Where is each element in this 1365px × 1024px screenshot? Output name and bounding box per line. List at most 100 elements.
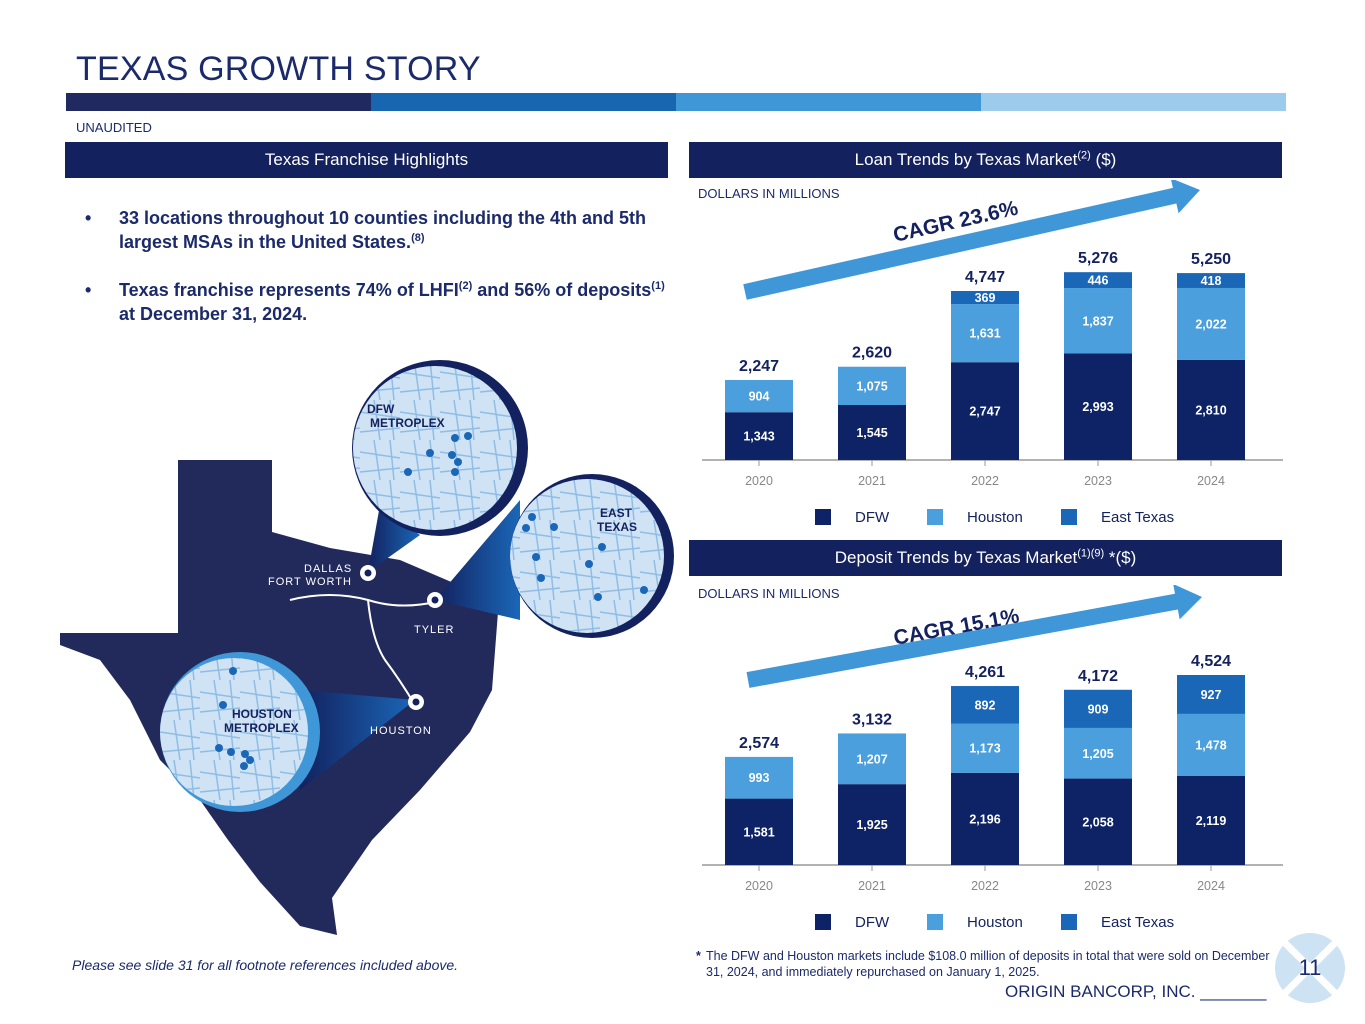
footnote-ref: (1) (651, 280, 665, 292)
bar-segment-houston (725, 380, 793, 413)
data-label: 1,545 (856, 426, 887, 440)
legend-label: Houston (967, 914, 1023, 931)
bar-segment-dfw (725, 412, 793, 460)
legend-label: DFW (855, 914, 890, 931)
pin-icon (532, 553, 540, 561)
page-title: TEXAS GROWTH STORY (76, 50, 481, 88)
bar-segment-dfw (1177, 776, 1245, 865)
header-suffix: *($) (1104, 548, 1137, 567)
data-label: 418 (1201, 274, 1222, 288)
data-label: 1,343 (743, 430, 774, 444)
total-label: 3,132 (852, 711, 892, 728)
footnote-ref: (1)(9) (1077, 547, 1105, 560)
deposit-trends-chart: CAGR 15.1%1,5819932,57420201,9251,2073,1… (702, 585, 1283, 931)
dfw-circle-label: DFW METROPLEX (367, 402, 445, 430)
data-label: 1,837 (1082, 314, 1113, 328)
legend-swatch (815, 509, 831, 525)
bar-segment-dfw (1064, 353, 1132, 460)
city-pin-icons (360, 565, 443, 710)
bar-segment-east-texas (1064, 272, 1132, 289)
dfw-circle (353, 366, 517, 530)
header-suffix: ($) (1090, 150, 1117, 169)
bar-segment-houston (1064, 727, 1132, 779)
total-label: 5,276 (1078, 250, 1118, 267)
stripe-segment (676, 93, 981, 111)
total-label: 2,247 (739, 358, 779, 375)
bar-segment-houston (725, 756, 793, 799)
pin-icon (215, 744, 223, 752)
bullet-text: at December 31, 2024. (119, 304, 308, 324)
data-label: 1,207 (856, 752, 887, 766)
footnote-ref: (8) (411, 232, 425, 244)
total-label: 5,250 (1191, 251, 1231, 268)
asterisk: * (696, 949, 701, 963)
east-cone (435, 500, 520, 620)
bullet-dot: • (85, 208, 92, 228)
pin-icon (598, 543, 606, 551)
total-label: 4,747 (965, 269, 1005, 286)
bar-segment-dfw (1177, 359, 1245, 460)
houston-label: HOUSTON (370, 725, 432, 737)
dallas-label: DALLAS FORT WORTH (268, 563, 352, 588)
deposit-trends-header: Deposit Trends by Texas Market(1)(9) *($… (689, 540, 1282, 576)
x-tick-label: 2022 (971, 474, 999, 488)
x-tick-label: 2024 (1197, 879, 1225, 893)
bullet-dot: • (85, 280, 92, 300)
x-tick-label: 2024 (1197, 474, 1225, 488)
bar-segment-houston (1177, 713, 1245, 777)
data-label: 1,478 (1195, 738, 1226, 752)
total-label: 4,524 (1191, 653, 1231, 670)
pin-icon (426, 449, 434, 457)
data-label: 904 (749, 390, 770, 404)
bar-segment-dfw (725, 798, 793, 865)
footnote-ref: (2) (458, 280, 473, 292)
bar-segment-dfw (951, 772, 1019, 865)
loan-trends-chart: CAGR 23.6%1,3439042,24720201,5451,0752,6… (702, 180, 1283, 526)
pin-icon (229, 667, 237, 675)
bar-segment-dfw (838, 404, 906, 460)
bar-segment-houston (1177, 287, 1245, 360)
unaudited-label: UNAUDITED (76, 120, 152, 135)
stripe-segment (981, 93, 1286, 111)
legend-swatch (927, 509, 943, 525)
bar-segment-east-texas (951, 291, 1019, 305)
legend-swatch (1061, 914, 1077, 930)
x-tick-label: 2023 (1084, 474, 1112, 488)
pin-icon (640, 586, 648, 594)
legend-label: DFW (855, 509, 890, 526)
highway-line (367, 599, 416, 706)
bullet-text: and 56% of deposits (472, 280, 652, 300)
data-label: 446 (1088, 274, 1109, 288)
total-label: 4,172 (1078, 668, 1118, 685)
bar-segment-east-texas (1177, 674, 1245, 714)
pin-icon (451, 468, 459, 476)
legend-swatch (927, 914, 943, 930)
east-circle (510, 479, 664, 633)
data-label: 892 (975, 698, 996, 712)
bar-segment-dfw (951, 362, 1019, 460)
franchise-highlights-header: Texas Franchise Highlights (65, 142, 668, 178)
footnote-text: The DFW and Houston markets include $108… (706, 949, 1270, 979)
bar-segment-dfw (838, 784, 906, 865)
bar-segment-east-texas (1064, 689, 1132, 728)
company-name: ORIGIN BANCORP, INC. _______ (1005, 982, 1267, 1001)
pin-icon (246, 756, 254, 764)
pin-icon (594, 593, 602, 601)
houston-circle-label: HOUSTON METROPLEX (224, 707, 299, 735)
pin-icon (241, 750, 249, 758)
x-tick-label: 2021 (858, 474, 886, 488)
dfw-cone (368, 505, 420, 572)
x-tick-label: 2020 (745, 474, 773, 488)
header-text: Loan Trends by Texas Market (854, 150, 1078, 169)
pin-icon (528, 513, 536, 521)
data-label: 1,925 (856, 818, 887, 832)
houston-cone (300, 690, 415, 790)
bar-segment-east-texas (951, 686, 1019, 724)
legend-label: East Texas (1101, 509, 1174, 526)
legend-swatch (1061, 509, 1077, 525)
loan-trends-header: Loan Trends by Texas Market(2) ($) (689, 142, 1282, 178)
x-tick-label: 2020 (745, 879, 773, 893)
bullet-text: 33 locations throughout 10 counties incl… (119, 208, 647, 252)
stripe-segment (371, 93, 676, 111)
